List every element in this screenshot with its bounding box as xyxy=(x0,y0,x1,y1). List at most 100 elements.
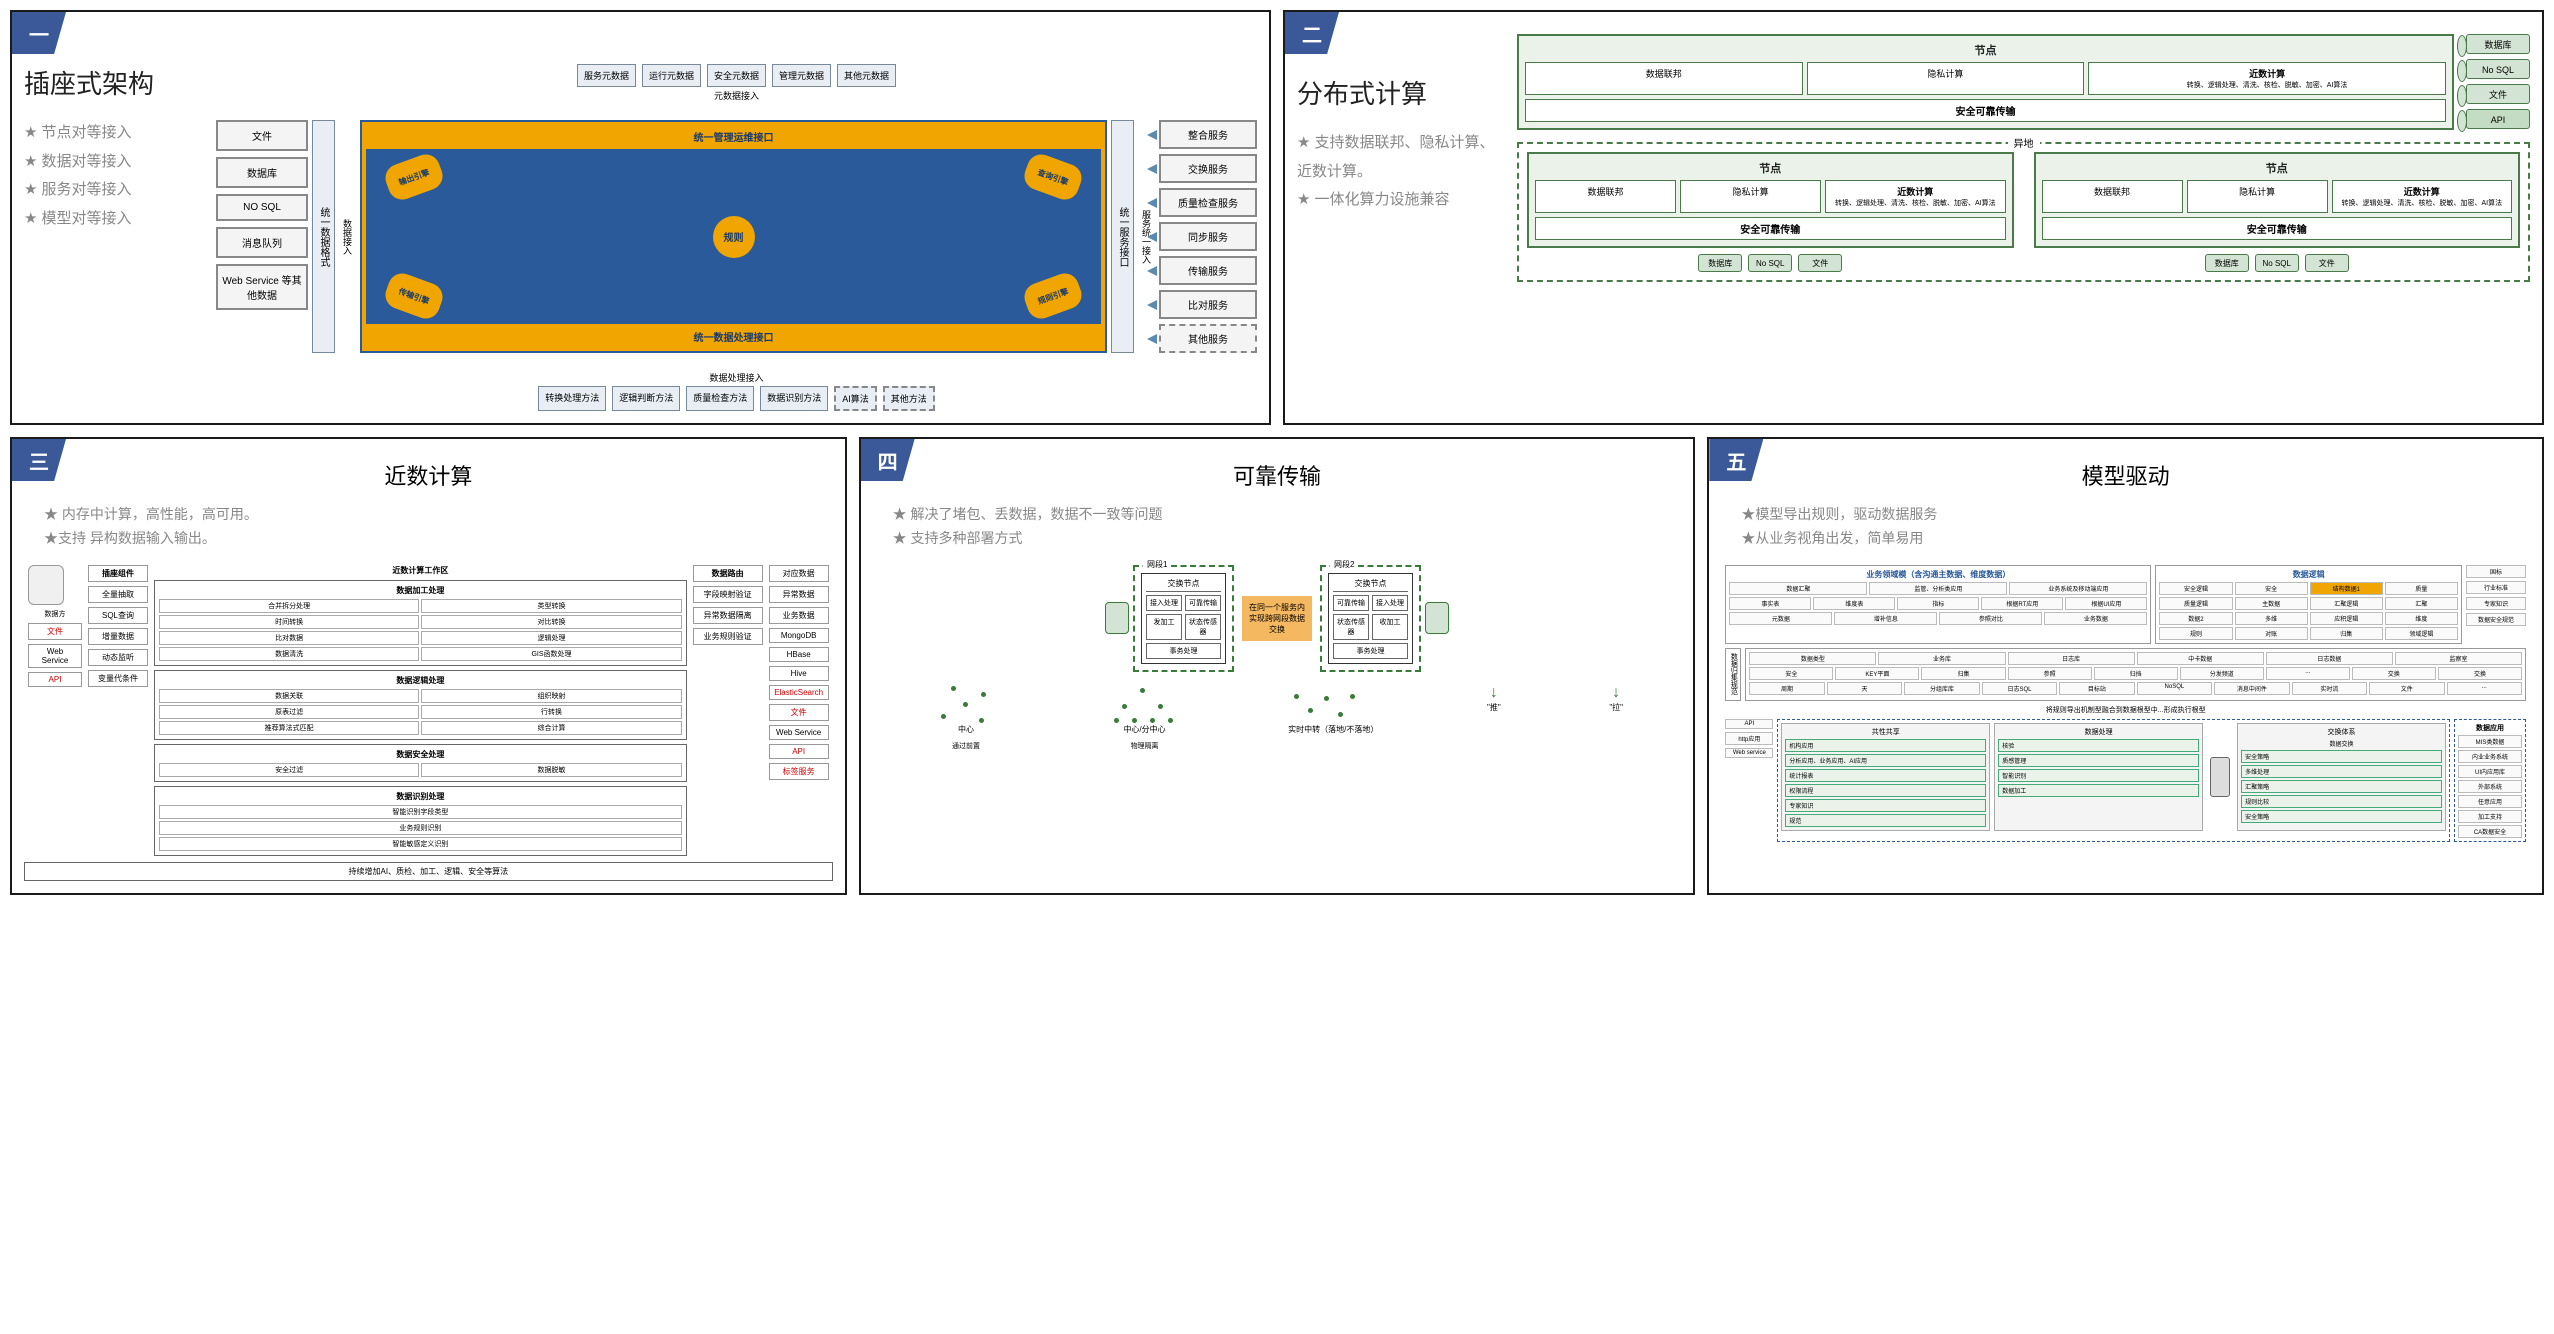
src-box: NO SQL xyxy=(216,194,308,221)
mini-box: 事务处理 xyxy=(1333,643,1408,659)
db-cyl: 文件 xyxy=(2305,254,2349,272)
panel4-diagram: 网段1 交换节点 接入处理 可靠传输 发加工 状态传感器 事务处理 xyxy=(877,565,1678,751)
grid-cell: 机构应用 xyxy=(1785,739,1986,752)
grid-cell: 结构数据1 xyxy=(2310,582,2383,595)
layer-box: 数据处理 核验质感管理智能识别数据加工 xyxy=(1994,723,2203,831)
db-cyl: 文件 xyxy=(1798,254,1842,272)
grid-cell: 分析应用、业务应用、AI应用 xyxy=(1785,754,1986,767)
zone-2: 网段2 交换节点 可靠传输 接入处理 状态传感器 收加工 事务处理 xyxy=(1320,565,1421,672)
grid-cell: 规则 xyxy=(2159,627,2232,640)
grid-cell: 日志数据 xyxy=(2266,652,2393,665)
grid-cell: 安全过滤 xyxy=(159,763,419,777)
grid-cell: 元数据 xyxy=(1729,612,1832,625)
db-cyl: No SQL xyxy=(1748,254,1792,272)
grid-cell: MIS类数据 xyxy=(2458,735,2522,748)
grid-cell: 监察室 xyxy=(2395,652,2522,665)
grid-cell: 文件 xyxy=(2369,682,2444,695)
mini-box: 发加工 xyxy=(1146,614,1182,640)
db-cyl: No SQL xyxy=(2255,254,2299,272)
grid-cell: 质量 xyxy=(2385,582,2458,595)
top-row: 一 插座式架构 ★节点对等接入 ★数据对等接入 ★服务对等接入 ★模型对等接入 … xyxy=(10,10,2544,425)
grid-cell: 业务库 xyxy=(1878,652,2005,665)
stack-item: 增量数据 xyxy=(88,628,148,645)
panel4-bullets: ★ 解决了堵包、丢数据，数据不一致等问题 ★ 支持多种部署方式 xyxy=(873,503,1682,561)
mini-box: 接入处理 xyxy=(1146,595,1182,611)
grid-cell: 标签服务 xyxy=(769,763,829,780)
panel5-diagram: 业务领域模（含沟通主数据、维度数据） 数据汇聚监管、分析类应用业务系统及移动端应… xyxy=(1725,565,2526,842)
db-icon xyxy=(1425,602,1449,634)
grid-cell: 事实表 xyxy=(1729,597,1811,610)
right-stack: 数据应用 MIS类数据内业业务系统UI内应用库外部系统任意应用加工支持CA数据安… xyxy=(2454,719,2526,842)
grid-cell: 质感管理 xyxy=(1998,754,2199,767)
mini-box: 状态传感器 xyxy=(1185,614,1221,640)
grid-cell: 合并拆分处理 xyxy=(159,599,419,613)
grid-cell: HBase xyxy=(769,647,829,662)
exch-node-l: 交换节点 接入处理 可靠传输 发加工 状态传感器 事务处理 xyxy=(1141,573,1226,664)
mini-box: 收加工 xyxy=(1372,614,1408,640)
route-title: 数据路由 xyxy=(693,565,763,582)
method-box: 逻辑判断方法 xyxy=(612,386,680,411)
panel5-bullets: ★模型导出规则，驱动数据服务 ★从业务视角出发，简单易用 xyxy=(1721,503,2530,561)
svc-box: 质量检查服务 xyxy=(1159,188,1257,217)
panel1-text: 插座式架构 ★节点对等接入 ★数据对等接入 ★服务对等接入 ★模型对等接入 xyxy=(24,64,204,411)
stack-item: SQL查询 xyxy=(88,607,148,624)
grid-cell: 专家知识 xyxy=(1785,799,1986,812)
grid-cell: 交换 xyxy=(2438,667,2522,680)
svc-box: 其他服务 xyxy=(1159,324,1257,353)
grid-cell: 交换 xyxy=(2352,667,2436,680)
zone-1: 网段1 交换节点 接入处理 可靠传输 发加工 状态传感器 事务处理 xyxy=(1133,565,1234,672)
node-cell: 隐私计算 xyxy=(1680,180,1821,213)
node-title: 节点 xyxy=(2042,160,2513,176)
svc-box: 同步服务 xyxy=(1159,222,1257,251)
method-box: 转换处理方法 xyxy=(538,386,606,411)
grid-cell: 中卡数据 xyxy=(2137,652,2264,665)
grid-cell: 内业业务系统 xyxy=(2458,750,2522,763)
grid-cell: 业务数据 xyxy=(769,607,829,624)
grid-cell: 日志库 xyxy=(2008,652,2135,665)
chain-network-icon xyxy=(1288,684,1358,724)
petal: 规则引擎 xyxy=(1021,270,1086,323)
route-item: 异常数据隔离 xyxy=(693,607,763,624)
grid-cell: 数据加工 xyxy=(1998,784,2199,797)
grid-cell: 数据清洗 xyxy=(159,647,419,661)
grid-cell: 多维 xyxy=(2235,612,2308,625)
panel3-title: 近数计算 xyxy=(24,459,833,491)
grid-cell: 数据汇聚 xyxy=(1729,582,1867,595)
mini-box: 接入处理 xyxy=(1372,595,1408,611)
meta-box: 安全元数据 xyxy=(707,64,766,87)
svc-box: 整合服务 xyxy=(1159,120,1257,149)
top-label: 元数据接入 xyxy=(216,89,1257,102)
layer-box: 交换体系 数据交换 安全策略多维处理汇聚策略规则比较安全策略 xyxy=(2237,723,2446,831)
grid-cell: 加工支持 xyxy=(2458,810,2522,823)
panel2-bullets: ★支持数据联邦、隐私计算、近数计算。 ★一体化算力设施兼容 xyxy=(1297,129,1497,215)
mini-box: 可靠传输 xyxy=(1185,595,1221,611)
grid-cell: 数据脱敏 xyxy=(421,763,681,777)
grid-cell: KEY平面 xyxy=(1835,667,1919,680)
bottom-bar: 持续增加AI、质检、加工、逻辑、安全等算法 xyxy=(24,862,833,881)
grid-cell: 权限流程 xyxy=(1785,784,1986,797)
stack-item: 变量代条件 xyxy=(88,670,148,687)
panel1-title: 插座式架构 xyxy=(24,64,204,101)
proc-group: 数据逻辑处理 数据关联组织映射原表过滤行转换推荐算法式匹配综合计算 xyxy=(154,670,687,740)
grid-cell: 类型转换 xyxy=(421,599,681,613)
grid-cell: 逻辑处理 xyxy=(421,631,681,645)
data-cylinder-icon xyxy=(28,565,64,605)
left-vert: 统一数据格式 xyxy=(312,120,335,353)
grid-cell: GIS函数处理 xyxy=(421,647,681,661)
remote-label: 异地 xyxy=(2008,135,2040,150)
grid-cell: UI内应用库 xyxy=(2458,765,2522,778)
bot-label: 数据处理接入 xyxy=(216,371,1257,384)
grid-cell: 监管、分析类应用 xyxy=(1869,582,2007,595)
grid-cell: 推荐算法式匹配 xyxy=(159,721,419,735)
method-box: 数据识别方法 xyxy=(760,386,828,411)
grid-cell: ElasticSearch xyxy=(769,685,829,700)
grid-cell: 异常数据 xyxy=(769,586,829,603)
remote-zone: 异地 节点 数据联邦 隐私计算 近数计算 转换、逻辑处理、清洗、核 xyxy=(1517,142,2530,282)
bot-node-r: 节点 数据联邦 隐私计算 近数计算 转换、逻辑处理、清洗、核检、脱敏、加密、AI… xyxy=(2034,152,2521,248)
grid-cell: 多维处理 xyxy=(2241,765,2442,778)
grid-cell: 维度表 xyxy=(1813,597,1895,610)
grid-cell: 数据安全规范 xyxy=(2466,613,2526,626)
grid-cell: ... xyxy=(2266,667,2350,680)
grid-cell: 安全逻辑 xyxy=(2159,582,2232,595)
grid-cell: 实时流 xyxy=(2292,682,2367,695)
